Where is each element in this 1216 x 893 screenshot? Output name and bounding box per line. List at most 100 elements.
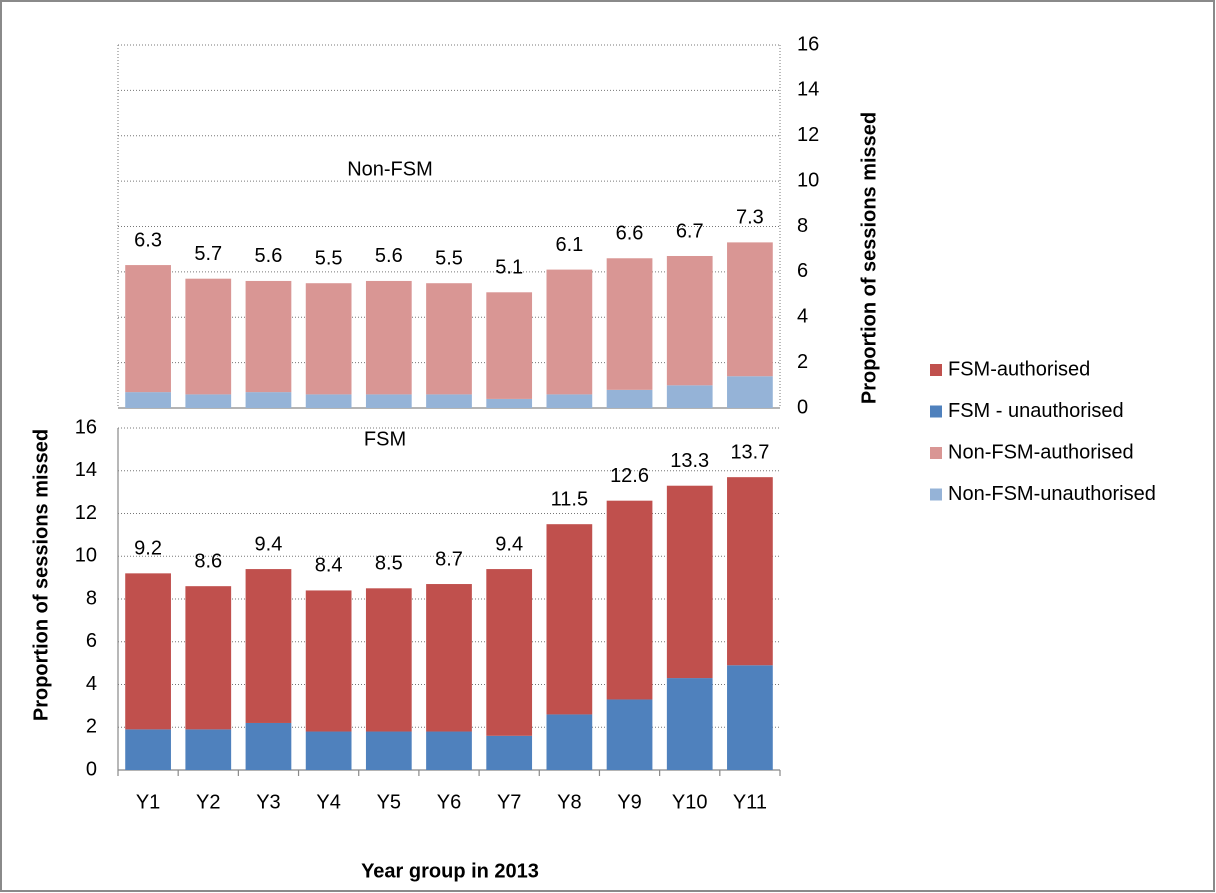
total-label: 9.4 xyxy=(255,533,283,555)
bar-segment xyxy=(426,584,472,732)
x-tick-label: Y7 xyxy=(497,791,521,813)
bar-segment xyxy=(606,258,653,390)
total-label: 8.5 xyxy=(375,553,403,575)
bar-segment xyxy=(606,699,653,770)
bar-segment xyxy=(365,588,412,732)
legend-label: FSM - unauthorised xyxy=(948,400,1124,422)
bar-segment xyxy=(185,586,232,730)
legend-swatch xyxy=(930,364,942,376)
y2-tick-label: 6 xyxy=(797,260,808,282)
x-tick-label: Y2 xyxy=(196,791,220,813)
panel-title: Non-FSM xyxy=(347,158,433,180)
bar-segment xyxy=(245,392,292,408)
bar-segment xyxy=(125,265,171,393)
legend-label: Non-FSM-authorised xyxy=(948,441,1134,463)
y-tick-label: 2 xyxy=(86,716,97,738)
y-tick-label: 14 xyxy=(75,459,97,481)
bar-segment xyxy=(727,376,773,408)
total-label: 5.1 xyxy=(495,257,523,279)
bar-segment xyxy=(305,394,352,408)
x-tick-label: Y6 xyxy=(437,791,461,813)
bar-segment xyxy=(125,392,171,408)
y2-tick-label: 4 xyxy=(797,306,808,328)
total-label: 6.6 xyxy=(616,223,644,245)
total-label: 12.6 xyxy=(610,465,649,487)
bar-segment xyxy=(546,269,593,395)
bar-segment xyxy=(606,389,653,408)
bar-segment xyxy=(185,278,232,395)
bar-segment xyxy=(185,394,232,408)
bar-segment xyxy=(727,665,773,770)
total-label: 6.3 xyxy=(134,229,162,251)
bar-segment xyxy=(546,714,593,770)
bar-segment xyxy=(486,735,533,770)
total-label: 9.4 xyxy=(495,533,523,555)
x-axis-title: Year group in 2013 xyxy=(361,860,539,882)
x-tick-label: Y9 xyxy=(617,791,641,813)
y-tick-label: 12 xyxy=(75,502,97,524)
y2-tick-label: 14 xyxy=(797,79,819,101)
total-label: 5.7 xyxy=(194,243,222,265)
bar-segment xyxy=(727,477,773,666)
bar-segment xyxy=(546,524,593,715)
legend-swatch xyxy=(930,405,942,418)
total-label: 6.7 xyxy=(676,220,704,242)
total-label: 13.7 xyxy=(730,441,769,463)
bar-segment xyxy=(546,394,593,408)
legend-swatch xyxy=(930,447,942,459)
bar-segment xyxy=(365,394,412,408)
bar-segment xyxy=(486,292,533,399)
y-tick-label: 4 xyxy=(86,673,97,695)
total-label: 6.1 xyxy=(555,234,583,256)
y-axis-title: Proportion of sessions missed xyxy=(30,429,52,721)
y2-tick-label: 0 xyxy=(797,396,808,418)
y2-tick-label: 8 xyxy=(797,215,808,237)
y-tick-label: 6 xyxy=(86,630,97,652)
total-label: 13.3 xyxy=(670,450,709,472)
x-tick-label: Y8 xyxy=(557,791,581,813)
bar-segment xyxy=(426,731,472,770)
y-tick-label: 0 xyxy=(86,758,97,780)
total-label: 5.6 xyxy=(255,245,283,267)
x-tick-label: Y5 xyxy=(377,791,401,813)
y2-tick-label: 16 xyxy=(797,33,819,55)
bar-segment xyxy=(125,573,171,730)
bar-segment xyxy=(245,569,292,723)
total-label: 5.5 xyxy=(315,248,343,270)
x-tick-label: Y4 xyxy=(316,791,340,813)
bar-segment xyxy=(486,398,533,408)
bar-segment xyxy=(666,385,713,408)
bar-segment xyxy=(666,678,713,770)
total-label: 5.5 xyxy=(435,248,463,270)
bar-segment xyxy=(305,731,352,770)
total-label: 11.5 xyxy=(551,488,588,510)
x-tick-label: Y1 xyxy=(136,791,160,813)
legend-label: FSM-authorised xyxy=(948,358,1090,380)
legend-swatch xyxy=(930,488,942,501)
bar-segment xyxy=(305,590,352,732)
bar-segment xyxy=(727,242,773,377)
y2-tick-label: 2 xyxy=(797,351,808,373)
y2-tick-label: 10 xyxy=(797,169,819,191)
bar-segment xyxy=(125,729,171,770)
total-label: 8.7 xyxy=(435,548,463,570)
total-label: 7.3 xyxy=(736,207,764,229)
bar-segment xyxy=(245,722,292,770)
total-label: 5.6 xyxy=(375,245,403,267)
x-tick-label: Y10 xyxy=(672,791,708,813)
bar-segment xyxy=(606,500,653,700)
x-tick-label: Y11 xyxy=(733,791,767,813)
bar-segment xyxy=(365,731,412,770)
x-tick-label: Y3 xyxy=(256,791,280,813)
bar-segment xyxy=(426,394,472,408)
y2-tick-label: 12 xyxy=(797,124,819,146)
bar-segment xyxy=(426,283,472,395)
bar-segment xyxy=(365,280,412,395)
y-tick-label: 16 xyxy=(75,416,97,438)
bar-segment xyxy=(486,569,533,736)
bar-segment xyxy=(245,280,292,393)
bar-segment xyxy=(666,255,713,386)
bar-segment xyxy=(666,485,713,679)
y2-axis-title: Proportion of sessions missed xyxy=(858,112,880,404)
